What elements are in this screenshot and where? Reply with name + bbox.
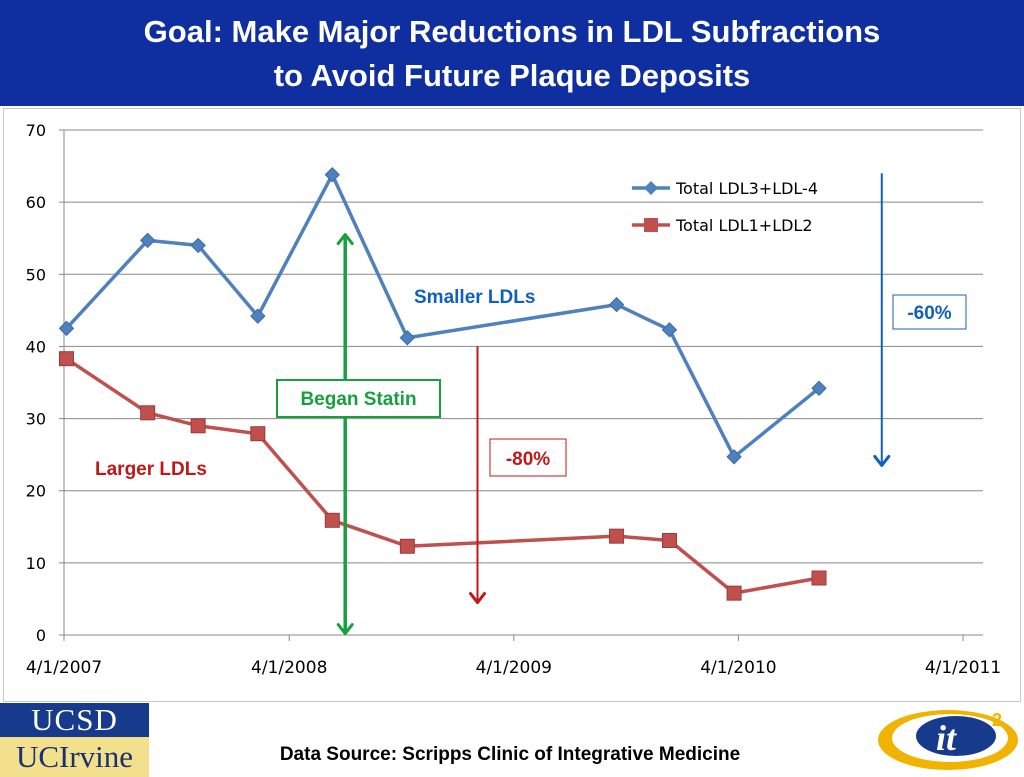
x-tick-label: 4/1/2009 — [476, 658, 552, 678]
ldl1-ldl2-point — [250, 426, 266, 442]
slide-title-line-1: Goal: Make Major Reductions in LDL Subfr… — [143, 14, 881, 49]
title-banner: Goal: Make Major Reductions in LDL Subfr… — [0, 0, 1024, 106]
y-tick-label: 10 — [26, 554, 46, 573]
pct80-box — [489, 438, 567, 477]
ldl3-ldl4-point — [661, 322, 678, 338]
ldl1-ldl2-point — [190, 418, 206, 434]
pct60-box — [892, 294, 967, 330]
legend-marker-diamond — [644, 181, 658, 195]
x-tick-label: 4/1/2010 — [700, 658, 776, 678]
ldl1-ldl2-point — [399, 538, 415, 554]
ldl1-ldl2-point — [726, 585, 742, 601]
it2-logo-superscript: 2 — [992, 710, 1002, 730]
ucsd-logo: UCSD — [0, 703, 149, 737]
it2-logo-core — [916, 716, 996, 756]
y-tick-label: 20 — [26, 482, 46, 501]
pct80-arrow-head — [469, 592, 487, 605]
y-tick-label: 0 — [36, 626, 46, 645]
ldl1-ldl2-point — [811, 570, 827, 586]
began-statin-box — [276, 379, 441, 418]
ldl1-ldl2-point — [324, 512, 340, 528]
legend-label: Total LDL3+LDL-4 — [675, 179, 818, 198]
axis-layer: 70 60 50 40 30 20 10 0 4/1/2007 4/1/2008 4/1/2009 4… — [26, 121, 1002, 678]
slide-title-line-2: to Avoid Future Plaque Deposits — [273, 58, 751, 93]
y-tick-label: 40 — [26, 337, 46, 356]
it2-logo: it 2 — [878, 710, 1018, 770]
statin-arrow-head-down — [336, 623, 354, 636]
y-tick-label: 70 — [26, 121, 46, 140]
ldl3-ldl4-point — [726, 449, 742, 465]
ldl3-ldl4-point — [399, 330, 416, 346]
ldl1-ldl2-point — [661, 532, 677, 548]
chart-frame — [3, 108, 1021, 702]
pct60-arrow-head — [873, 454, 891, 467]
smaller-ldls-label: Smaller LDLs — [414, 287, 535, 308]
legend-marker-square — [644, 218, 658, 232]
it2-logo-text: it — [936, 718, 957, 758]
ldl1-ldl2-point — [140, 405, 156, 421]
legend: Total LDL3+LDL-4 Total LDL1+LDL2 — [632, 179, 818, 235]
began-statin-label: Began Statin — [300, 389, 416, 410]
series-line-ldl3-ldl4 — [65, 172, 821, 459]
statin-arrow-head-up — [336, 233, 354, 246]
ldl3-ldl4-point — [324, 167, 340, 183]
pct80-label: -80% — [506, 449, 550, 470]
ldl3-ldl4-point — [811, 380, 827, 396]
ldl1-ldl2-point — [609, 528, 625, 544]
x-tick-label: 4/1/2008 — [251, 658, 327, 678]
ucirvine-logo: UCIrvine — [0, 737, 149, 777]
grid-layer — [64, 129, 983, 564]
y-tick-label: 30 — [26, 410, 46, 429]
x-tick-label: 4/1/2007 — [26, 658, 102, 678]
ldl3-ldl4-point — [250, 308, 266, 324]
ldl3-ldl4-point — [608, 296, 625, 313]
y-tick-label: 50 — [26, 265, 46, 284]
ldl1-ldl2-point — [58, 351, 74, 367]
x-tick-label: 4/1/2011 — [925, 658, 1001, 678]
pct60-label: -60% — [907, 303, 951, 324]
y-tick-label: 60 — [26, 193, 46, 212]
ldl3-ldl4-point — [58, 320, 75, 337]
larger-ldls-label: Larger LDLs — [95, 459, 207, 480]
series-line-ldl1-ldl2 — [65, 357, 820, 595]
legend-label: Total LDL1+LDL2 — [675, 216, 813, 235]
ldl3-ldl4-point — [190, 237, 206, 254]
annotation-layer: Began Statin -80% -60% Smaller LDLs Larger L… — [95, 173, 967, 636]
series-layer — [58, 167, 827, 601]
data-source-caption: Data Source: Scripps Clinic of Integrati… — [279, 744, 741, 765]
ldl3-ldl4-point — [139, 232, 156, 249]
